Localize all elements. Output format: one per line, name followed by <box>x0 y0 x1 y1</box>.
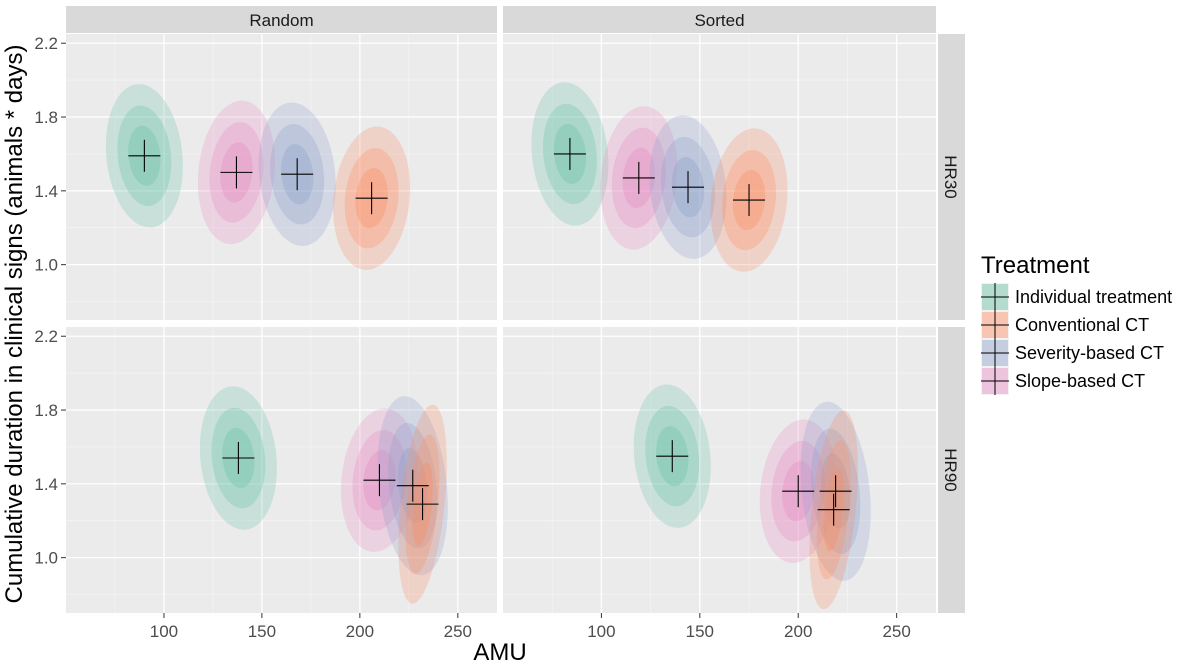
centroid-cross <box>396 469 429 502</box>
strip-label-hr30: HR30 <box>941 155 960 198</box>
legend-title: Treatment <box>981 252 1090 279</box>
y-tick-label: 2.2 <box>34 327 58 346</box>
strip-random <box>66 6 497 33</box>
strip-label-hr90: HR90 <box>941 448 960 491</box>
y-tick-label: 1.8 <box>34 108 58 127</box>
x-tick-label: 200 <box>784 622 812 641</box>
legend: Treatment Individual treatment Convention… <box>981 252 1172 395</box>
legend-label: Slope-based CT <box>1015 371 1145 391</box>
centroid-cross <box>553 137 586 170</box>
centroid-cross <box>281 158 314 191</box>
x-tick-label: 100 <box>587 622 615 641</box>
x-tick-label: 250 <box>444 622 472 641</box>
strip-sorted <box>503 6 936 33</box>
y-tick-label: 1.4 <box>34 475 58 494</box>
x-tick-label: 200 <box>346 622 374 641</box>
centroid-cross <box>355 182 388 215</box>
strip-hr30 <box>938 34 965 320</box>
centroid-cross <box>733 184 766 217</box>
panel-random-hr90 <box>66 327 497 613</box>
centroid-cross <box>363 464 396 497</box>
centroid-cross <box>622 161 655 194</box>
panel-background <box>503 34 936 320</box>
legend-label: Severity-based CT <box>1015 343 1164 363</box>
panel-random-hr30 <box>66 34 497 320</box>
y-tick-label: 1.0 <box>34 549 58 568</box>
legend-item: Individual treatment <box>981 283 1172 311</box>
legend-item: Slope-based CT <box>981 367 1145 395</box>
centroid-cross <box>220 156 253 189</box>
strip-label-sorted: Sorted <box>694 11 744 30</box>
y-tick-label: 1.8 <box>34 401 58 420</box>
panel-sorted-hr90 <box>503 327 936 613</box>
strip-label-random: Random <box>249 11 313 30</box>
x-tick-label: 150 <box>686 622 714 641</box>
y-tick-label: 1.0 <box>34 256 58 275</box>
legend-label: Individual treatment <box>1015 287 1172 307</box>
y-axis-label: Cumulative duration in clinical signs (a… <box>1 45 28 604</box>
strip-hr90 <box>938 327 965 613</box>
y-tick-label: 2.2 <box>34 34 58 53</box>
legend-item: Severity-based CT <box>981 339 1164 367</box>
panel-background <box>66 327 497 613</box>
panel-background <box>503 327 936 613</box>
centroid-cross <box>819 475 852 508</box>
panel-sorted-hr30 <box>503 34 936 320</box>
legend-label: Conventional CT <box>1015 315 1149 335</box>
panel-background <box>66 34 497 320</box>
centroid-cross <box>656 440 689 473</box>
centroid-cross <box>406 488 439 521</box>
centroid-cross <box>128 139 161 172</box>
centroid-cross <box>817 493 850 526</box>
x-tick-label: 250 <box>882 622 910 641</box>
legend-item: Conventional CT <box>981 311 1149 339</box>
y-tick-label: 1.4 <box>34 182 58 201</box>
x-tick-label: 100 <box>150 622 178 641</box>
centroid-cross <box>222 442 255 475</box>
centroid-cross <box>782 475 815 508</box>
x-tick-label: 150 <box>248 622 276 641</box>
x-axis-label: AMU <box>473 639 526 666</box>
centroid-cross <box>672 171 705 204</box>
